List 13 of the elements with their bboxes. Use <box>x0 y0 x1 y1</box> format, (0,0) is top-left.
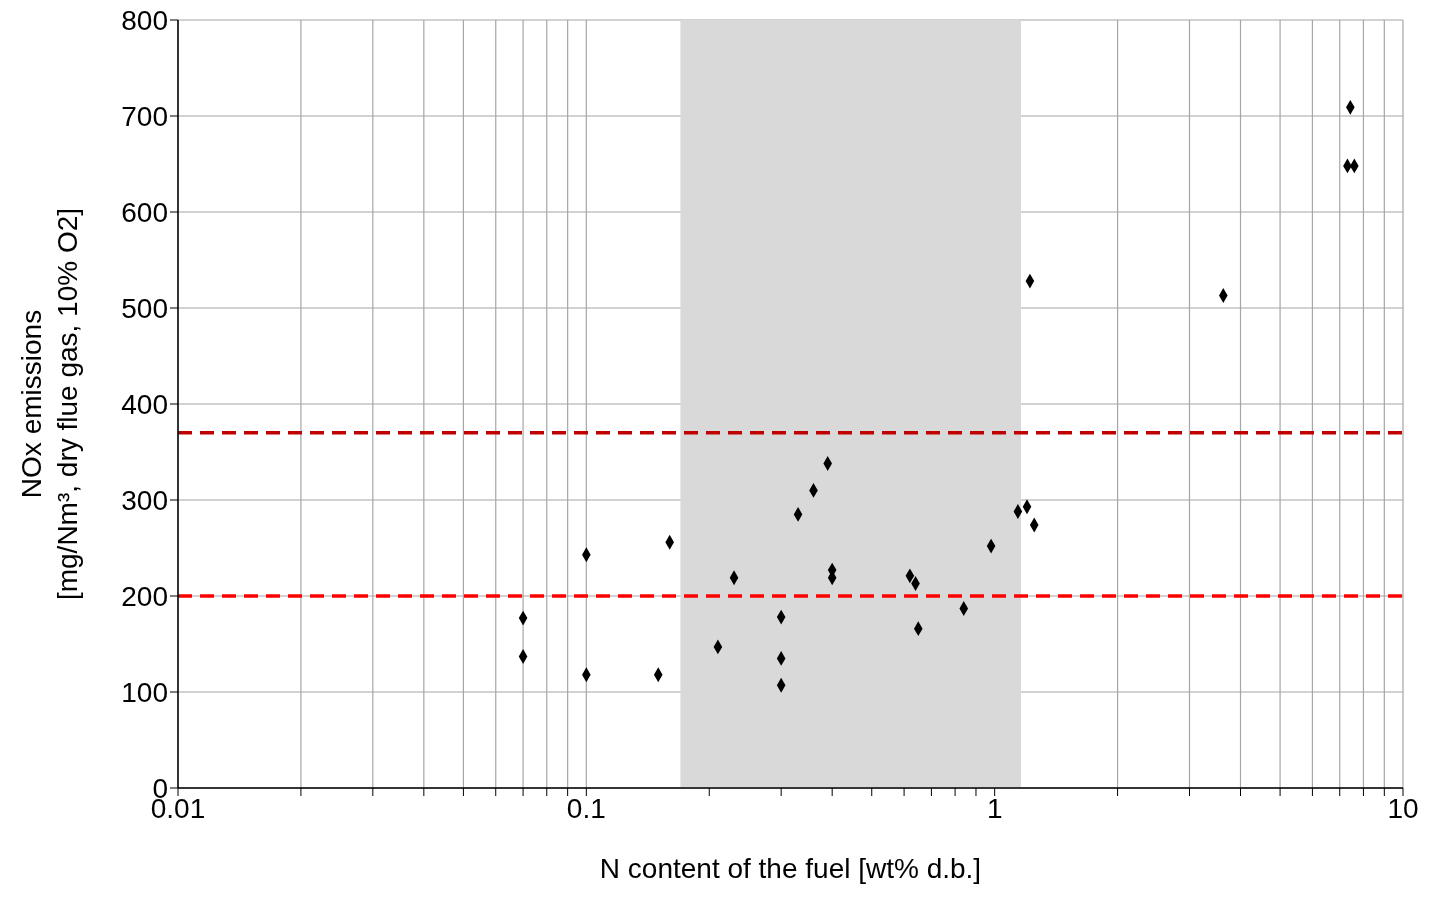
y-tick-label: 600 <box>121 196 168 228</box>
y-tick-label: 400 <box>121 388 168 420</box>
x-tick-label: 10 <box>1387 792 1419 824</box>
x-tick-label: 1 <box>986 792 1003 824</box>
y-tick-label: 500 <box>121 292 168 324</box>
y-axis-title: NOx emissions [mg/Nm³, dry flue gas, 10% O2] <box>16 207 83 601</box>
y-tick-label: 300 <box>121 484 168 516</box>
x-tick-label: 0.1 <box>566 792 606 824</box>
y-tick-label: 100 <box>121 676 168 708</box>
y-tick-label: 200 <box>121 580 168 612</box>
y-tick-label: 700 <box>121 100 168 132</box>
y-tick-label: 800 <box>121 4 168 36</box>
x-axis-title: N content of the fuel [wt% d.b.] <box>599 853 982 884</box>
